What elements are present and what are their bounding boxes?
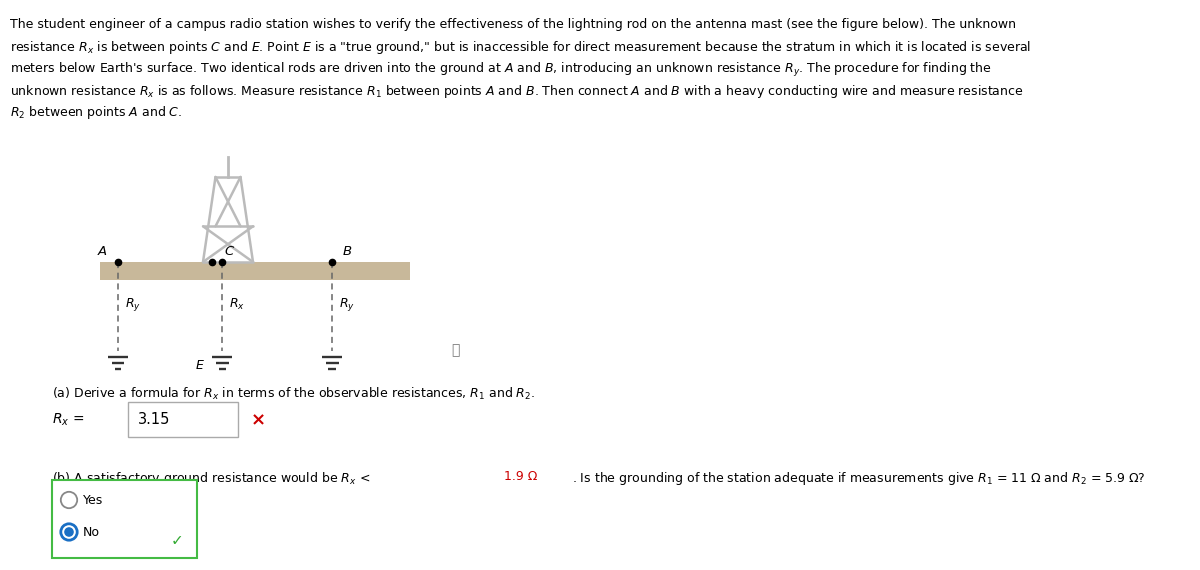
- Text: $R_y$: $R_y$: [125, 296, 140, 313]
- Text: $R_y$: $R_y$: [338, 296, 355, 313]
- Text: . Is the grounding of the station adequate if measurements give $R_1$ = 11 Ω and: . Is the grounding of the station adequa…: [572, 470, 1146, 487]
- Text: $C$: $C$: [224, 245, 235, 258]
- Circle shape: [61, 492, 77, 508]
- Bar: [52, 480, 197, 558]
- Text: $R_x$ =: $R_x$ =: [52, 412, 84, 428]
- Text: meters below Earth's surface. Two identical rods are driven into the ground at $: meters below Earth's surface. Two identi…: [10, 61, 992, 79]
- Text: No: No: [83, 526, 100, 539]
- Text: ✓: ✓: [170, 533, 184, 548]
- Text: (a) Derive a formula for $R_x$ in terms of the observable resistances, $R_1$ and: (a) Derive a formula for $R_x$ in terms …: [52, 386, 535, 402]
- Text: $R_2$ between points $A$ and $C$.: $R_2$ between points $A$ and $C$.: [10, 104, 182, 121]
- Text: $B$: $B$: [342, 245, 353, 258]
- Circle shape: [61, 524, 77, 540]
- Text: The student engineer of a campus radio station wishes to verify the effectivenes: The student engineer of a campus radio s…: [10, 18, 1016, 31]
- Text: 3.15: 3.15: [138, 413, 170, 428]
- Text: $E$: $E$: [196, 359, 205, 372]
- Text: Yes: Yes: [83, 494, 103, 507]
- Circle shape: [65, 527, 74, 537]
- Text: unknown resistance $R_x$ is as follows. Measure resistance $R_1$ between points : unknown resistance $R_x$ is as follows. …: [10, 83, 1024, 100]
- Text: (b) A satisfactory ground resistance would be $R_x$ <: (b) A satisfactory ground resistance wou…: [52, 470, 372, 487]
- Text: 1.9 Ω: 1.9 Ω: [504, 470, 538, 483]
- Text: $A$: $A$: [97, 245, 108, 258]
- Bar: [100, 262, 410, 280]
- Text: resistance $R_x$ is between points $C$ and $E$. Point $E$ is a "true ground," bu: resistance $R_x$ is between points $C$ a…: [10, 39, 1031, 56]
- Bar: [128, 402, 238, 437]
- Text: ×: ×: [251, 411, 266, 429]
- Text: ⓘ: ⓘ: [451, 343, 460, 357]
- Text: $R_x$: $R_x$: [229, 297, 245, 312]
